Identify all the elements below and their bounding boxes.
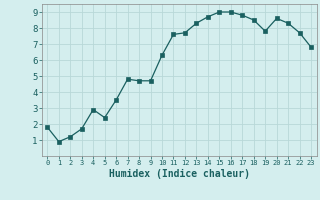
X-axis label: Humidex (Indice chaleur): Humidex (Indice chaleur) <box>109 169 250 179</box>
